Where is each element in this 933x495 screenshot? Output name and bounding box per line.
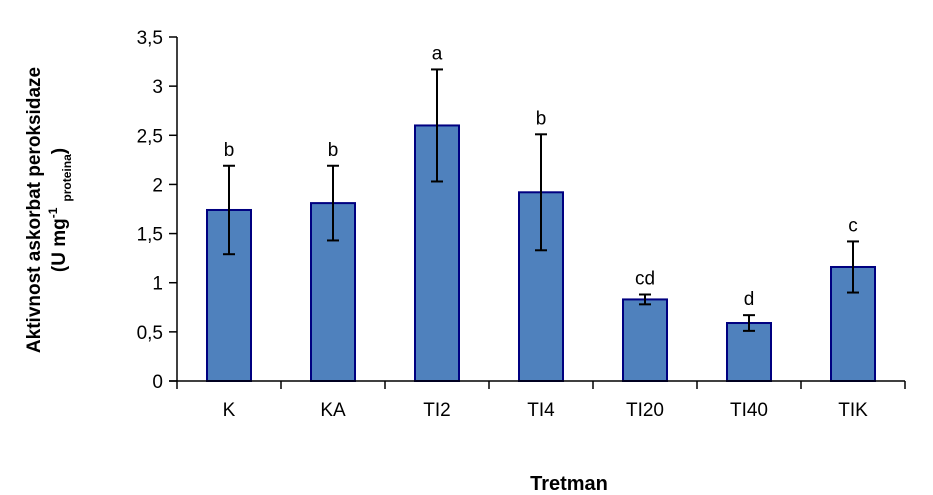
- significance-labels-group: b b a b cd d c: [224, 43, 858, 310]
- y-tick-label: 3: [152, 77, 163, 98]
- significance-label: d: [744, 289, 755, 310]
- significance-label: cd: [635, 269, 655, 290]
- x-tick-label: TIK: [838, 400, 868, 421]
- y-tick-label: 0,5: [137, 323, 163, 344]
- x-tick-label: TI40: [730, 400, 768, 421]
- x-tick-label: TI4: [527, 400, 555, 421]
- y-tick-label: 1,5: [137, 225, 163, 246]
- bar: [622, 298, 668, 382]
- x-tick-label: TI2: [423, 400, 450, 421]
- y-axis-title-unit-sup: -1: [46, 207, 60, 218]
- significance-label: a: [432, 43, 443, 64]
- x-tick-label: K: [223, 400, 236, 421]
- y-tick-label: 1: [152, 274, 163, 295]
- y-axis-title: Aktivnost askorbat peroksidaze (U mg-1pr…: [24, 67, 74, 353]
- x-tick-label: KA: [320, 400, 346, 421]
- x-axis-ticks: K KA TI2 TI4 TI20 TI40 TIK: [176, 381, 906, 421]
- y-tick-label: 2: [152, 175, 163, 196]
- y-axis-title-line2: (U mg-1proteina): [46, 148, 74, 272]
- significance-label: b: [224, 140, 235, 161]
- y-axis-title-unit-prefix: (U mg: [49, 218, 70, 272]
- error-bars-group: [223, 68, 859, 332]
- y-tick-label: 0: [152, 372, 163, 393]
- x-tick-label: TI20: [626, 400, 664, 421]
- significance-label: b: [536, 108, 547, 129]
- y-axis-title-line1: Aktivnost askorbat peroksidaze: [24, 67, 45, 353]
- y-axis-title-unit-sub: proteina: [60, 154, 74, 202]
- x-axis-title: Tretman: [530, 473, 608, 495]
- y-axis-ticks: 0 0,5 1 1,5 2 2,5 3 3,5: [137, 28, 177, 393]
- y-axis-title-unit-suffix: ): [49, 148, 70, 154]
- significance-label: b: [328, 140, 339, 161]
- y-tick-label: 3,5: [137, 28, 163, 49]
- significance-label: c: [848, 215, 858, 236]
- y-tick-label: 2,5: [137, 126, 163, 147]
